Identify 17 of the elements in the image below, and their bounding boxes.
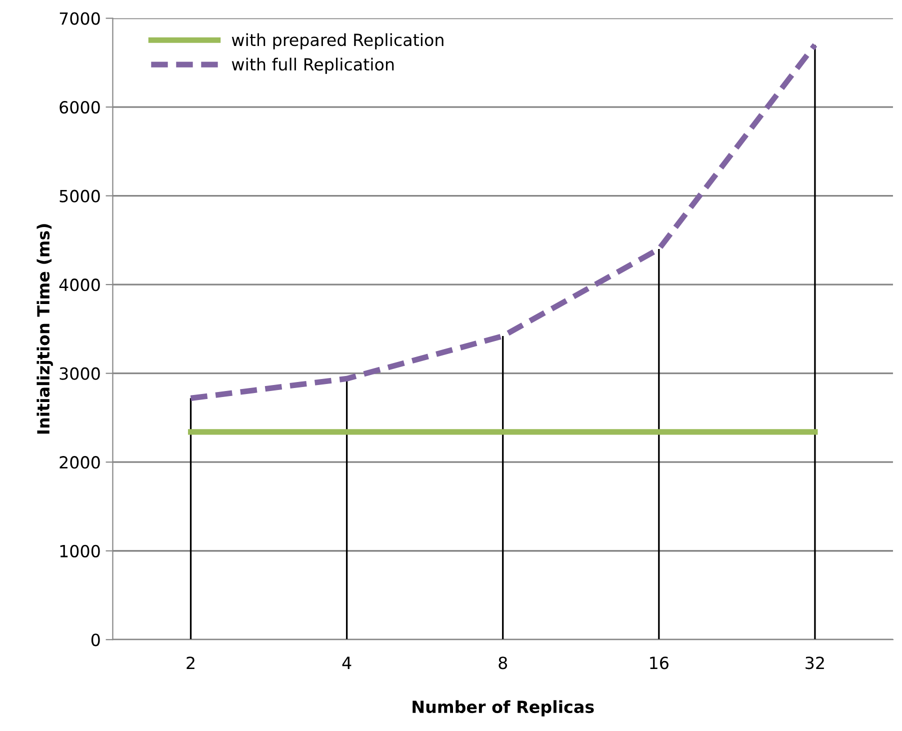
- x-tick-label: 32: [806, 656, 824, 670]
- y-tick-label: 3000: [60, 367, 100, 380]
- y-tick-label: 4000: [59, 278, 100, 292]
- y-tick-label: 2000: [60, 456, 100, 469]
- x-tick-label: 16: [650, 656, 668, 670]
- y-axis-title: Initializjtion Time (ms): [36, 224, 53, 434]
- x-tick-label: 8: [498, 656, 508, 670]
- x-tick-label: 4: [342, 656, 352, 669]
- y-tick-label: 1000: [60, 544, 100, 558]
- x-tick-label: 2: [186, 656, 194, 669]
- y-tick-label: 7000: [60, 12, 100, 25]
- x-axis-title: Number of Replicas: [412, 700, 594, 716]
- y-tick-label: 5000: [60, 190, 100, 202]
- legend-label: with prepared Replication: [232, 33, 444, 50]
- y-tick-label: 0: [91, 634, 100, 646]
- legend-label: with full Replication: [232, 58, 394, 74]
- y-tick-label: 6000: [60, 101, 100, 114]
